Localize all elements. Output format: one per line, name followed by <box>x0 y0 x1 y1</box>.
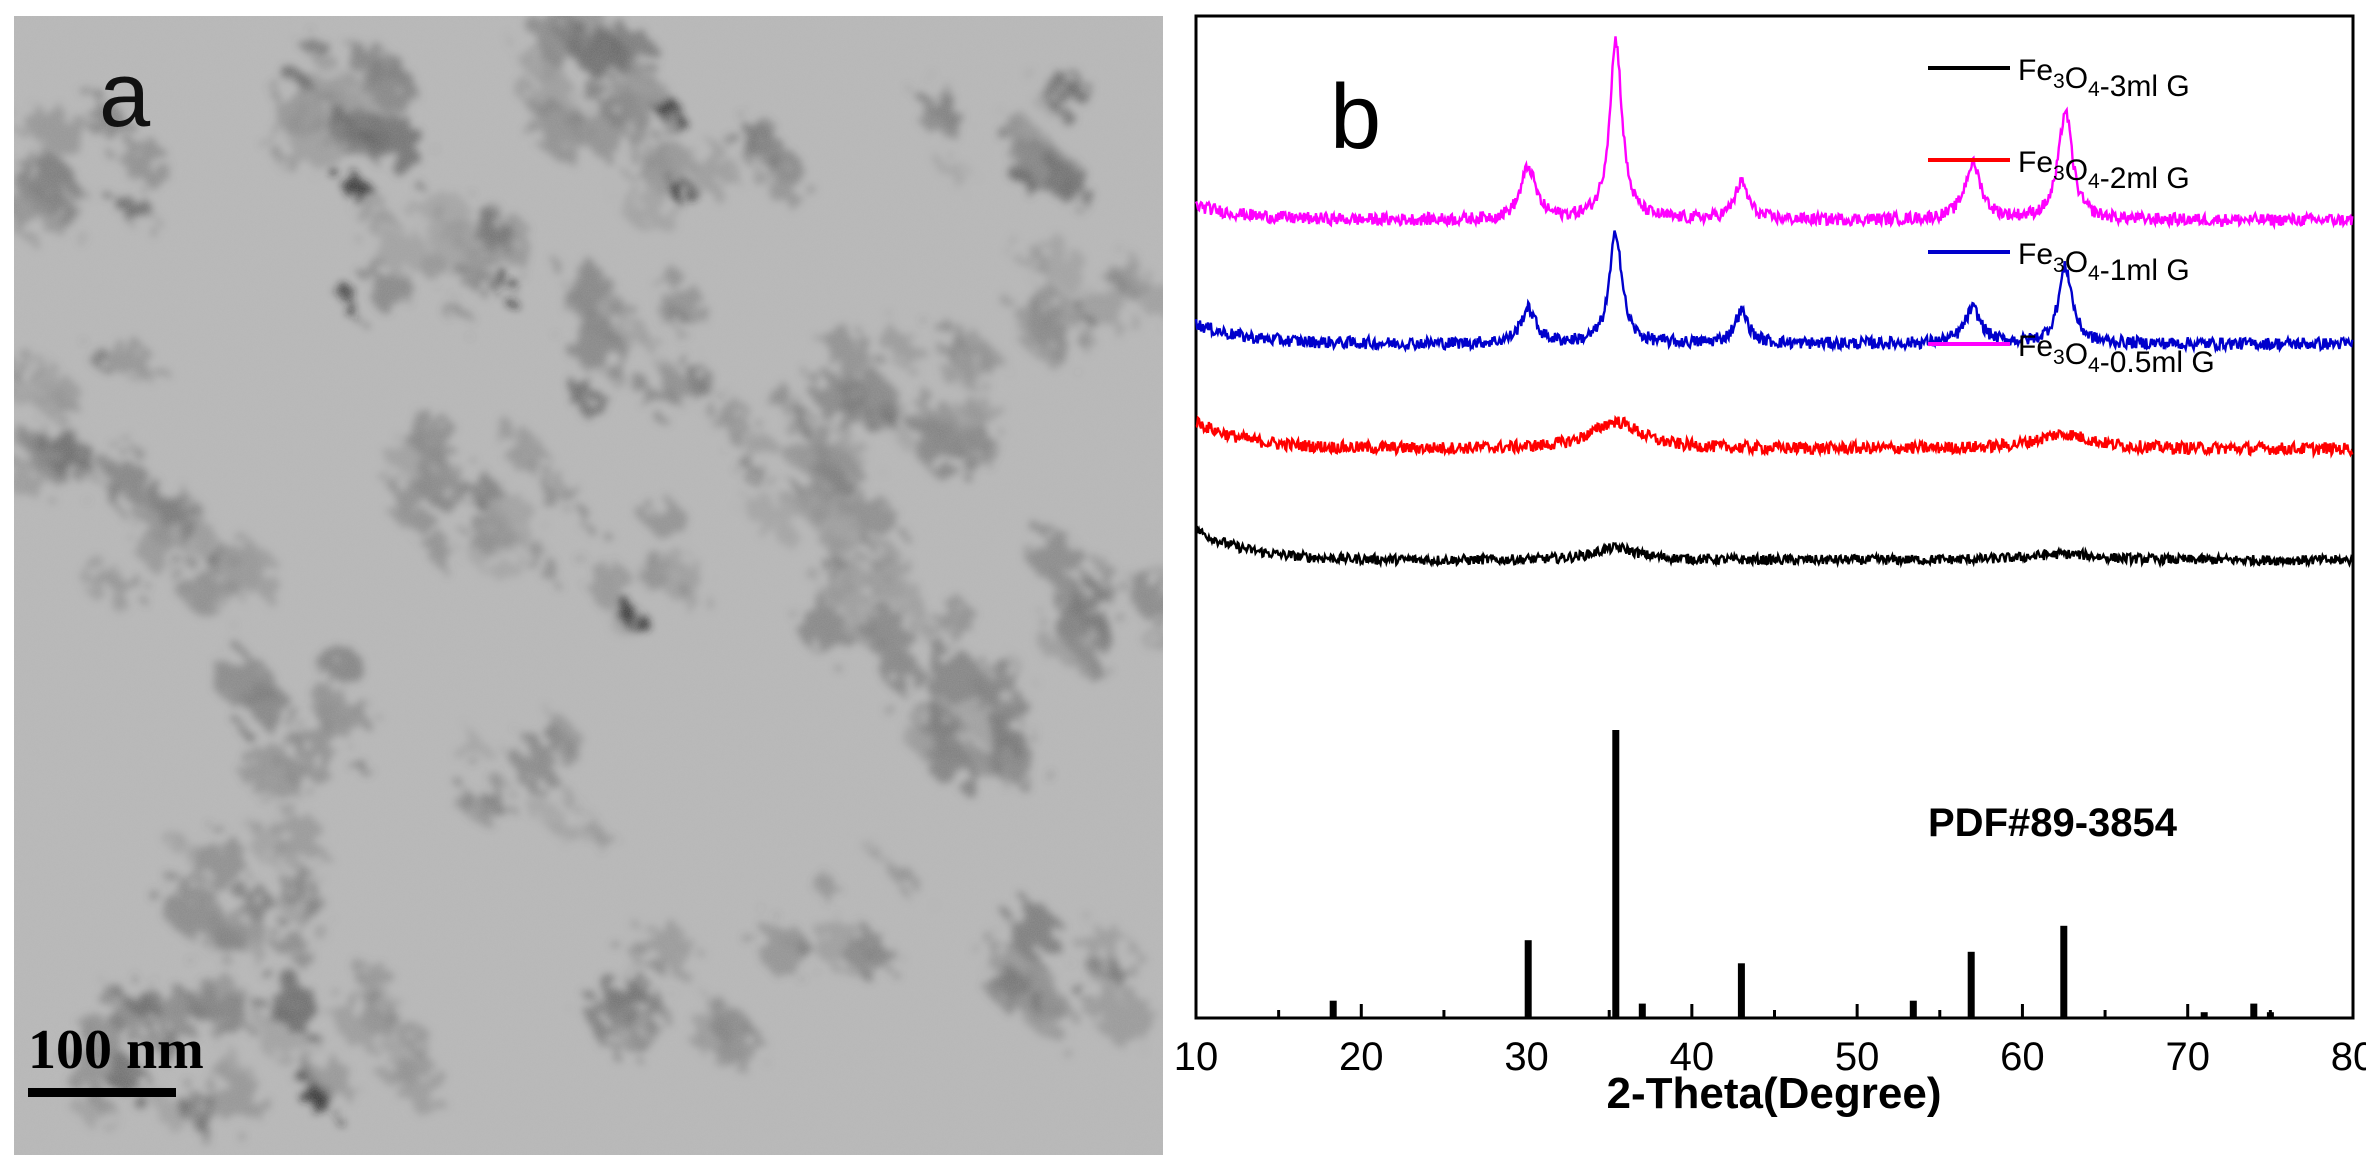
reference-line <box>2060 925 2068 1018</box>
reference-label: PDF#89-3854 <box>1928 801 2178 845</box>
tem-micrograph: a 100 nm <box>14 16 1163 1155</box>
reference-line <box>1909 1000 1917 1018</box>
x-axis-title: 2-Theta(Degree) <box>1607 1069 1942 1118</box>
reference-line <box>1638 1003 1646 1018</box>
x-tick-label: 50 <box>1835 1035 1880 1079</box>
reference-line <box>1612 730 1620 1018</box>
legend-entry: Fe3O4-0.5ml G <box>2018 330 2215 379</box>
series-layer <box>1194 36 2354 569</box>
legend-entry: Fe3O4-1ml G <box>2018 238 2190 287</box>
panel-a-letter: a <box>99 44 151 146</box>
legend-entry: Fe3O4-2ml G <box>2018 146 2190 195</box>
panel-b-letter: b <box>1330 66 1381 168</box>
series-line-3 <box>1194 230 2354 354</box>
legend-entry: Fe3O4-3ml G <box>2018 54 2190 103</box>
scale-bar <box>28 1088 176 1097</box>
x-tick-label: 60 <box>2000 1035 2045 1079</box>
series-line-2 <box>1195 415 2354 460</box>
x-tick-label: 40 <box>1670 1035 1715 1079</box>
scale-bar-label: 100 nm <box>28 1019 204 1081</box>
x-tick-label: 20 <box>1339 1035 1384 1079</box>
series-line-4 <box>1194 36 2354 231</box>
reference-line <box>1524 940 1532 1018</box>
legend: Fe3O4-3ml G Fe3O4-2ml G Fe3O4-1ml G Fe3O4-0… <box>1928 54 2215 379</box>
series-line-1 <box>1194 525 2354 569</box>
x-axis: 10 20 30 40 50 60 70 80 <box>1174 1004 2366 1079</box>
reference-line <box>2250 1003 2258 1018</box>
reference-pattern <box>1329 730 2274 1018</box>
x-tick-label: 70 <box>2165 1035 2210 1079</box>
x-tick-label: 10 <box>1174 1035 1219 1079</box>
x-tick-label: 80 <box>2331 1035 2366 1079</box>
reference-line <box>1737 963 1745 1018</box>
reference-line <box>1967 951 1975 1018</box>
reference-line <box>2200 1012 2208 1018</box>
tem-grain <box>14 16 1163 1155</box>
x-tick-label: 30 <box>1504 1035 1549 1079</box>
reference-line <box>1329 1000 1337 1018</box>
